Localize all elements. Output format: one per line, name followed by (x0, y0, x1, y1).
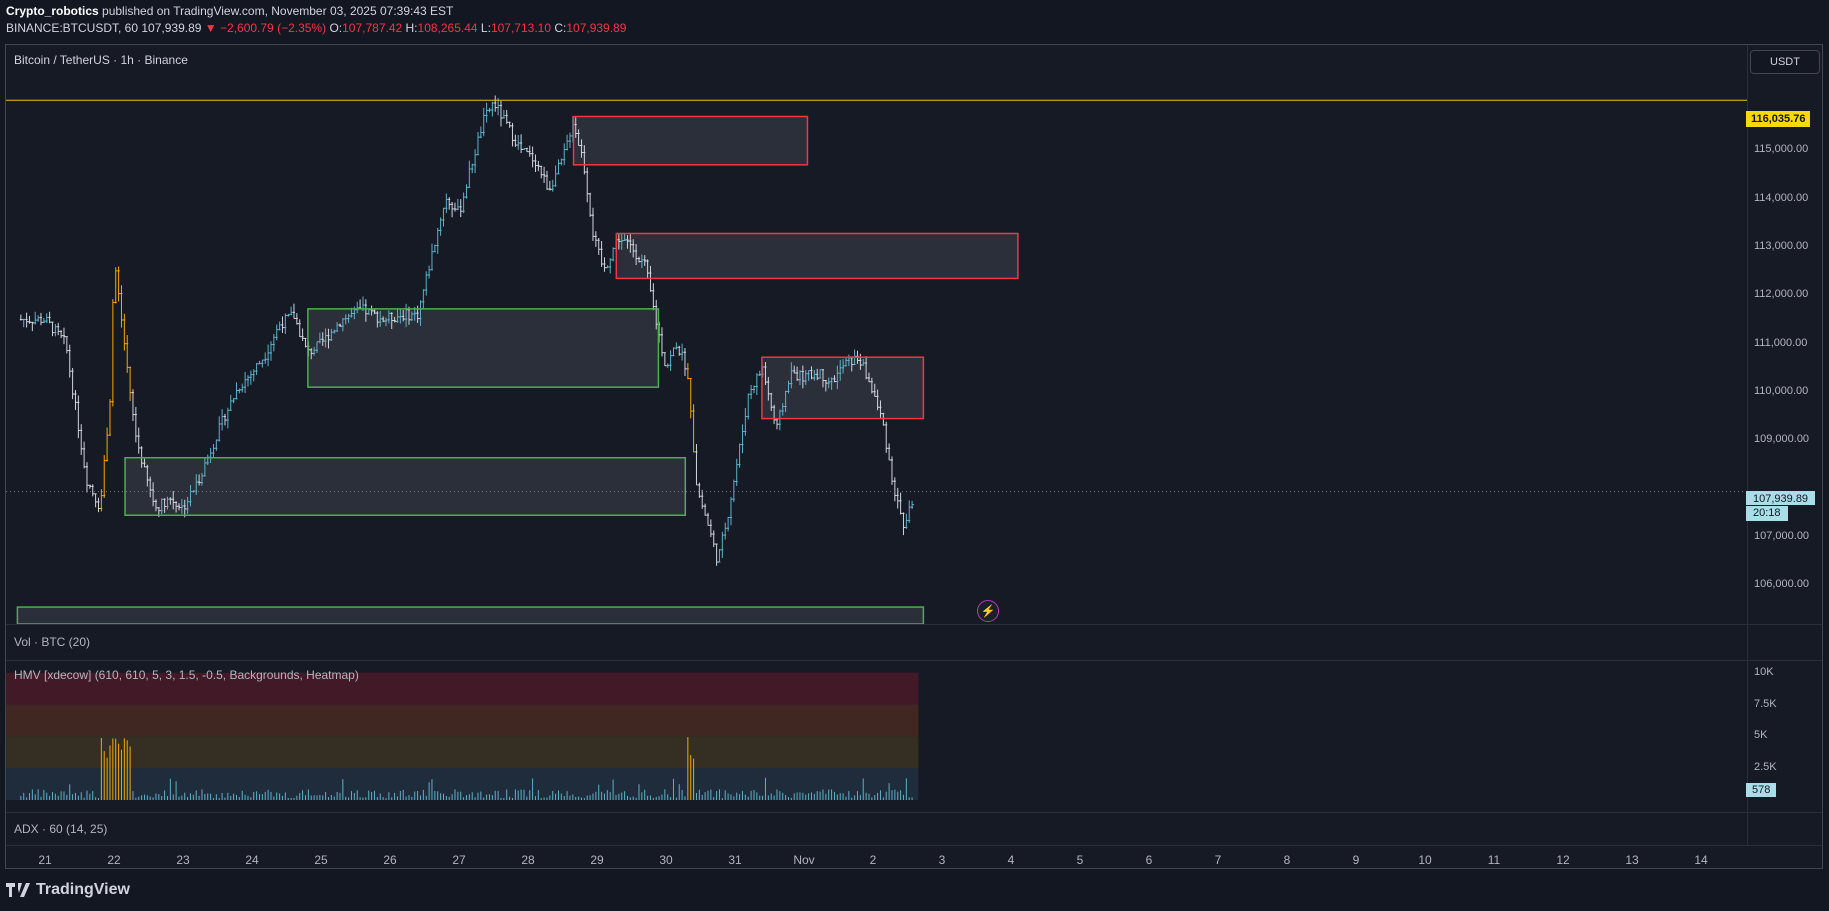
time-axis-tick: 28 (521, 853, 535, 867)
time-axis-tick: 26 (383, 853, 397, 867)
publish-date: published on TradingView.com, November 0… (102, 4, 454, 18)
supply-zone-fill (616, 233, 1018, 279)
change-value: −2,600.79 (−2.35%) (220, 21, 327, 35)
pane-separator[interactable] (6, 624, 1822, 625)
pane-separator[interactable] (6, 812, 1822, 813)
volume-axis-tick: 2.5K (1754, 761, 1777, 774)
time-axis-tick: 13 (1625, 853, 1639, 867)
currency-button[interactable]: USDT (1750, 50, 1820, 74)
hmv-indicator-label[interactable]: HMV [xdecow] (610, 610, 5, 3, 1.5, -0.5,… (14, 668, 359, 682)
time-axis-tick: Nov (793, 853, 815, 867)
low-value: 107,713.10 (490, 21, 551, 35)
price-axis-tick: 112,000.00 (1754, 288, 1809, 301)
time-axis-tick: 31 (728, 853, 742, 867)
chart-frame[interactable] (5, 44, 1823, 869)
time-axis-tick: 8 (1283, 853, 1291, 867)
supply-zone (615, 232, 1019, 280)
lightning-icon[interactable]: ⚡ (977, 600, 999, 622)
close-value: 107,939.89 (566, 21, 627, 35)
heatmap-band (6, 768, 919, 800)
volume-value-tag: 578 (1746, 783, 1777, 797)
time-axis-tick: 5 (1076, 853, 1084, 867)
down-arrow-icon: ▼ (204, 21, 217, 35)
demand-zone (307, 308, 660, 388)
countdown-tag: 20:18 (1746, 506, 1788, 521)
price-axis-tick: 107,000.00 (1754, 530, 1810, 542)
heatmap-band (6, 736, 919, 769)
demand-zone-fill (17, 607, 924, 624)
symbol-label[interactable]: BINANCE:BTCUSDT, 60 (6, 21, 139, 35)
price-axis-separator (1747, 45, 1748, 846)
price-axis-tick: 106,000.00 (1754, 578, 1810, 591)
publish-info: Crypto_robotics published on TradingView… (6, 4, 453, 18)
time-axis-tick: 10 (1418, 853, 1432, 867)
time-axis-tick: 27 (452, 853, 466, 867)
price-axis-tick: 110,000.00 (1754, 385, 1809, 397)
close-label: C: (554, 21, 567, 35)
last-price-tag: 107,939.89 (1746, 491, 1816, 505)
last-value: 107,939.89 (141, 21, 202, 35)
price-axis-tick: 115,000.00 (1754, 143, 1809, 156)
high-label: H: (405, 21, 418, 35)
demand-zone-fill (307, 308, 659, 388)
time-axis-tick: 4 (1007, 853, 1015, 867)
price-axis-tick: 109,000.00 (1754, 433, 1810, 446)
price-axis-tick: 111,000.00 (1754, 336, 1808, 349)
time-axis-tick: 3 (938, 853, 946, 867)
open-label: O: (329, 21, 343, 35)
demand-zone (16, 606, 925, 625)
volume-axis-tick: 10K (1754, 665, 1774, 678)
adx-indicator-label[interactable]: ADX · 60 (14, 25) (14, 822, 108, 836)
time-axis-tick: 21 (38, 853, 52, 867)
author-name[interactable]: Crypto_robotics (6, 4, 99, 18)
high-value: 108,265.44 (417, 21, 478, 35)
demand-zone (124, 456, 687, 517)
time-axis-tick: 24 (245, 853, 259, 867)
time-axis-tick: 7 (1214, 853, 1222, 867)
demand-zone-fill (125, 457, 686, 516)
tradingview-logo[interactable]: TradingView (6, 881, 130, 899)
heatmap-band (6, 704, 919, 737)
vol-indicator-label[interactable]: Vol · BTC (20) (14, 635, 91, 649)
time-axis-tick: 9 (1352, 853, 1360, 867)
ohlc-bar: BINANCE:BTCUSDT, 60 107,939.89 ▼ −2,600.… (6, 21, 626, 35)
price-axis-tick: 113,000.00 (1754, 240, 1809, 252)
brand-name: TradingView (36, 881, 130, 898)
tradingview-mark-icon (6, 883, 30, 897)
resistance-price-tag: 116,035.76 (1746, 111, 1811, 127)
heatmap-band (6, 672, 919, 705)
pane-separator[interactable] (6, 660, 1822, 661)
supply-zone-fill (573, 116, 808, 165)
supply-zone (761, 356, 925, 420)
time-axis-tick: 22 (107, 853, 121, 867)
volume-axis-tick: 7.5K (1754, 697, 1777, 710)
time-axis-tick: 12 (1556, 853, 1570, 867)
time-axis-separator (6, 845, 1822, 846)
time-axis-tick: 2 (869, 853, 877, 867)
time-axis-tick: 6 (1145, 853, 1153, 867)
supply-zone (572, 115, 809, 166)
chart-title: Bitcoin / TetherUS · 1h · Binance (14, 53, 188, 67)
time-axis-tick: 23 (176, 853, 190, 867)
low-label: L: (480, 21, 491, 35)
time-axis-tick: 25 (314, 853, 328, 867)
open-value: 107,787.42 (342, 21, 403, 35)
time-axis-tick: 14 (1694, 853, 1708, 867)
time-axis-tick: 29 (590, 853, 604, 867)
time-axis-tick: 11 (1487, 853, 1501, 867)
volume-axis-tick: 5K (1754, 729, 1768, 742)
price-axis-tick: 114,000.00 (1754, 191, 1809, 204)
time-axis-tick: 30 (659, 853, 673, 867)
